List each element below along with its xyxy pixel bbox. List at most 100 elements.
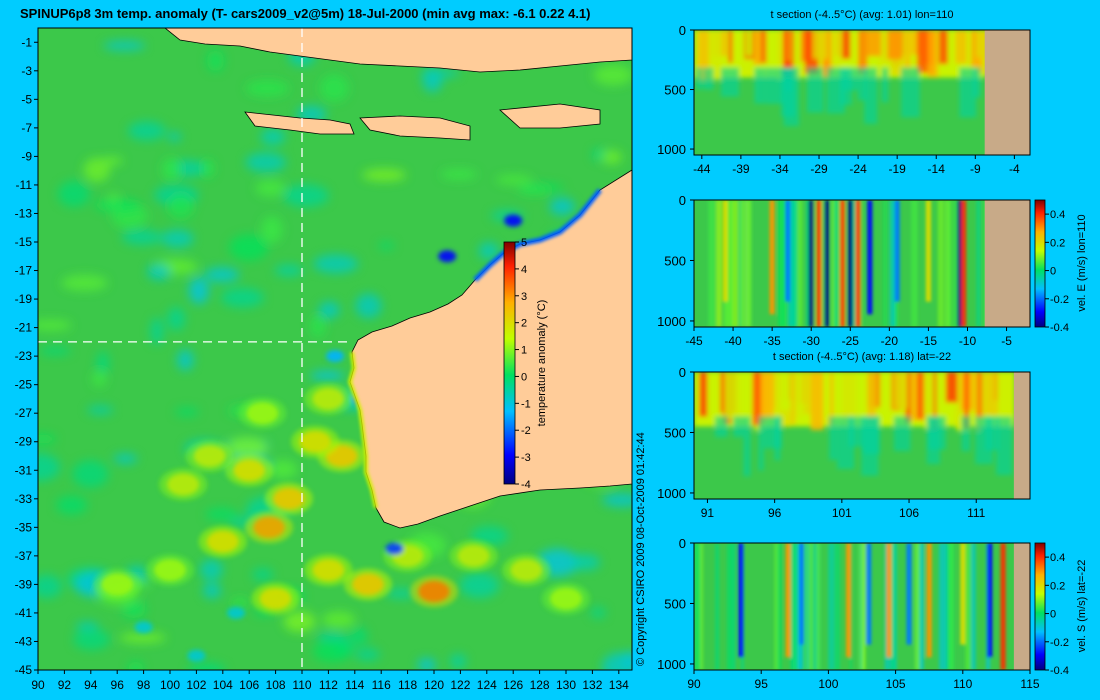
section-vel-background-stripe [733,543,736,670]
section-y-tick-label: 1000 [657,314,686,329]
section-cool-patch [720,67,739,97]
section-vel-jet [855,200,861,327]
map-texture-blob [549,197,575,216]
map-colorbar-tick-label: -3 [521,452,531,464]
section-vel-s-colorbar: 0.4 0.2 0 -0.2 -0.4 vel. S (m/s) lat=-22 [1034,542,1088,677]
section-warm-column [835,30,841,56]
map-warm-eddy-halo [198,525,247,558]
map-x-tick-label: 124 [477,678,497,692]
section-cool-patch [996,416,1012,476]
land-timor-east [499,103,601,129]
map-colorbar-tick-label: 1 [521,345,527,357]
map-x-tick-label: 108 [266,678,286,692]
map-y-tick-label: -5 [21,92,32,106]
map-texture-blob [255,179,286,197]
section-y-tick-label: 1000 [657,142,686,157]
map-texture-blob [167,132,182,142]
section-warm-column [887,30,903,60]
map-panel: 90 92 94 96 98 100 102 104 106 108 110 112 114 116 118… [15,27,633,692]
map-warm-eddy-halo [251,582,300,615]
map-texture-blob [94,198,141,212]
map-texture-blob [230,598,250,608]
map-texture-blob [601,150,622,165]
map-y-tick-label: -17 [15,264,33,278]
section-x-tick-label: -39 [732,162,750,176]
map-y-tick-label: -45 [15,663,33,677]
map-warm-eddy-halo [185,440,234,472]
section-y-tick-label: 500 [664,425,686,440]
map-texture-blob [313,254,359,274]
map-texture-blob [245,152,287,172]
section-warm-column [931,372,937,431]
section-x-tick-label: -10 [959,334,977,348]
map-texture-blob [161,229,194,248]
map-y-tick-label: -37 [15,549,33,563]
section-warm-column [945,372,958,403]
map-warm-eddy-halo [502,554,551,587]
map-texture-blob [355,293,382,319]
map-texture-blob [205,508,238,521]
map-texture-blob [73,628,110,650]
section-x-tick-label: 105 [886,677,906,691]
section-vel-jet [1000,543,1006,670]
section-cool-patch [901,67,920,118]
section-vel-background-stripe [708,200,716,327]
section-x-tick-label: -40 [724,334,742,348]
map-frame [37,27,633,671]
section-warm-column [841,372,857,424]
section-vel-jet [960,543,966,645]
map-texture-blob [268,460,298,479]
section-y-tick-label: 500 [664,83,686,98]
section-warm-column [760,30,767,64]
map-texture-blob [420,69,460,78]
map-cold-spot [187,649,206,662]
section-vel-e-lon110-land [984,200,1030,327]
map-texture-blob [87,405,114,415]
map-x-tick-label: 132 [582,678,602,692]
section-vel-jet [722,200,728,302]
map-warm-eddy-halo [291,425,340,458]
map-texture-blob [602,652,632,670]
section-warm-column [893,372,908,409]
section-colorbar-tick-label: 0.4 [1050,209,1065,221]
section-warm-column [928,30,936,75]
section-warm-column [697,30,709,81]
section-colorbar-tick-label: 0.4 [1050,552,1065,564]
section-y-tick-label: 0 [679,536,686,551]
section-x-tick-label: 111 [967,506,986,520]
section-x-tick-label: -34 [771,162,789,176]
section-vel-background-stripe [740,200,745,327]
section-vel-background-stripe [911,200,918,327]
map-texture-blob [150,317,164,345]
section-vel-background-stripe [860,543,863,670]
section-vel-background-stripe [796,543,802,670]
section-vel-background-stripe [774,543,778,670]
section-cool-patch [985,416,1000,451]
map-texture-blob [119,632,167,644]
section-warm-column [782,30,788,76]
map-y-tick-label: -39 [15,577,33,591]
section-temp-lat-22-field [694,372,1015,477]
map-texture-blob [72,460,109,488]
map-y-tick-label: -13 [15,206,33,220]
map-texture-blob [56,495,88,515]
map-texture-blob [593,64,632,86]
map-texture-blob [38,453,60,482]
map-x-tick-label: 122 [450,678,470,692]
map-texture-blob [38,574,62,599]
map-warm-eddy-halo [410,575,458,608]
copyright-note: © Copyright CSIRO 2009 08-Oct-2009 01:42… [635,432,647,666]
section-x-tick-label: -25 [842,334,860,348]
map-texture-blob [75,621,99,631]
section-cool-patch [893,416,911,451]
section-vel-background-stripe [748,200,752,327]
section-vel-background-stripe [828,543,835,670]
section-warm-column [752,372,761,426]
section-y-tick-label: 1000 [657,657,686,672]
section-x-tick-label: -35 [763,334,781,348]
map-x-tick-label: 128 [530,678,550,692]
section-vel-background-stripe [716,200,722,327]
section-x-tick-label: -29 [810,162,828,176]
section-vel-s-colorbar-ramp [1034,542,1046,671]
section-cool-patch [861,416,879,476]
